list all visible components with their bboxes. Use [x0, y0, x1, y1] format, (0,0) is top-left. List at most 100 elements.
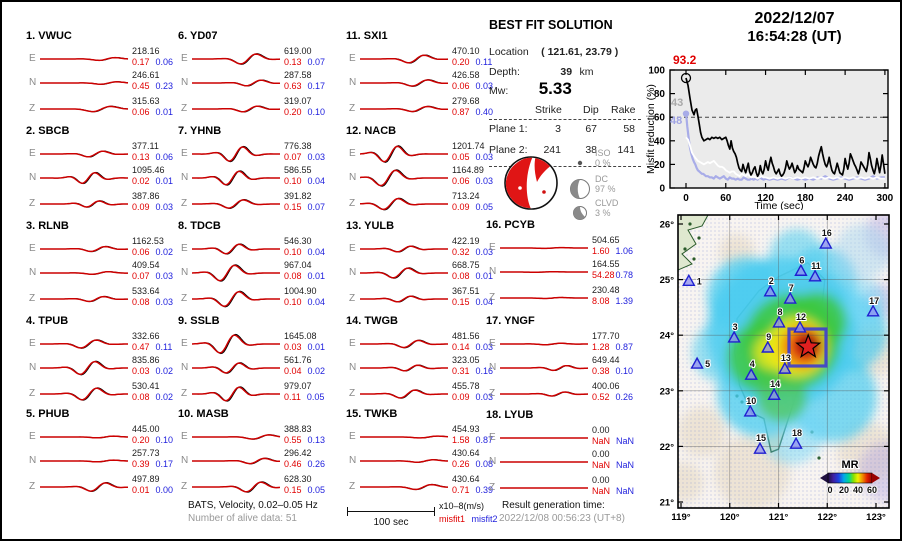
component-row: N 561.76 0.04 0.02	[178, 355, 338, 381]
fit-values: 497.89 0.01 0.00	[132, 474, 194, 496]
component-label: Z	[29, 293, 36, 304]
colorbar-tick: 60	[867, 485, 877, 495]
plane1-dip: 67	[585, 123, 597, 135]
misfit1-value: 0.32	[452, 247, 470, 257]
misfit1-value: 0.10	[284, 176, 302, 186]
fit-values: 1164.89 0.06 0.03	[452, 165, 514, 187]
misfit2-value: 0.03	[475, 152, 494, 162]
fit-values: 561.76 0.04 0.02	[284, 355, 346, 377]
station-header: 9. SSLB	[178, 315, 220, 327]
misfit2-value: 0.11	[155, 342, 173, 352]
lavender-start-marker	[682, 110, 690, 117]
amplitude-value: 1162.53	[132, 236, 164, 246]
misfit1-value: 0.15	[284, 202, 302, 212]
misfit-values: 0.10 0.04	[284, 176, 346, 187]
station-header: 8. TDCB	[178, 220, 221, 232]
waveform-plot	[192, 264, 280, 282]
amplitude-value: 400.06	[592, 381, 620, 391]
fit-values: 530.41 0.08 0.02	[132, 381, 194, 403]
amplitude-value: 668.75	[452, 260, 480, 270]
misfit2-value: 0.04	[307, 297, 326, 307]
component-row: Z 455.78 0.09 0.03	[346, 381, 506, 407]
component-label: N	[181, 267, 189, 278]
waveform-plot	[40, 245, 129, 253]
iso-value: 0 %	[595, 158, 611, 168]
misfit-values: 0.20 0.10	[284, 107, 346, 118]
amplitude-value: 319.07	[284, 96, 312, 106]
misfit1-value: 0.15	[452, 297, 470, 307]
component-row: N 257.73 0.39 0.17	[26, 448, 186, 474]
clvd-icon	[573, 206, 585, 220]
misfit1-value: 0.10	[284, 247, 302, 257]
misfit-values: 0.03 0.02	[132, 366, 194, 377]
colorbar-tick: 40	[853, 485, 863, 495]
component-row: E 776.38 0.07 0.03	[178, 141, 338, 167]
station-header: 13. YULB	[346, 220, 395, 232]
fit-values: 387.86 0.09 0.03	[132, 191, 194, 213]
misfit-xtick: 120	[757, 193, 774, 204]
misfit2-value: 0.02	[155, 247, 174, 257]
map-ytick: 21°	[660, 498, 675, 509]
misfit2-value: 0.17	[307, 81, 326, 91]
misfit-values: 0.01 0.00	[132, 485, 194, 496]
fit-values: 279.68 0.87 0.40	[452, 96, 514, 118]
decomposition-glyphs	[570, 160, 590, 220]
misfit2-value: 0.08	[475, 459, 494, 469]
blue-start-label: 48	[670, 115, 682, 127]
component-row: N 1095.46 0.02 0.01	[26, 165, 186, 191]
result-time-title: Result generation time:	[502, 500, 605, 511]
component-label: E	[349, 148, 356, 159]
station-block-NACB: 12. NACB E 1201.74 0.05 0.03 N 1164.89 0.06 0.03…	[346, 125, 506, 220]
station-header: 2. SBCB	[26, 125, 70, 137]
fit-values: 504.65 1.60 1.06	[592, 235, 654, 257]
plane1-strike: 3	[555, 123, 561, 135]
component-label: Z	[349, 388, 356, 399]
component-row: E 218.16 0.17 0.06	[26, 46, 186, 72]
component-row: Z 387.86 0.09 0.03	[26, 191, 186, 217]
misfit2-value: 0.05	[306, 392, 325, 402]
misfit1-value: 0.13	[284, 57, 302, 67]
waveform-plot	[192, 457, 281, 465]
waveform-plot	[40, 339, 128, 349]
misfit1-value: 0.20	[284, 107, 302, 117]
fit-values: 246.61 0.45 0.23	[132, 70, 194, 92]
waveform-plot	[360, 145, 448, 163]
fit-values: 367.51 0.15 0.04	[452, 286, 514, 308]
misfit-values: 0.13 0.06	[132, 152, 194, 163]
misfit2-value: 0.03	[155, 297, 174, 307]
map-station-triangle-7	[783, 291, 797, 304]
misfit-values: 0.38 0.10	[592, 366, 654, 377]
amplitude-value: 332.66	[132, 331, 160, 341]
misfit2-value: 0.40	[475, 107, 494, 117]
fit-values: 0.00 NaN NaN	[592, 449, 654, 471]
station-block-RLNB: 3. RLNB E 1162.53 0.06 0.02 N 409.54 0.07 0.03 Z 5…	[26, 220, 186, 315]
component-label: Z	[29, 103, 36, 114]
misfit-values: 1.58 0.87	[452, 435, 514, 446]
amplitude-value: 481.56	[452, 331, 480, 341]
component-row: N 164.55 54.280.78	[486, 259, 646, 285]
misfit1-value: NaN	[592, 436, 611, 446]
amplitude-value: 430.64	[452, 448, 480, 458]
map-station-triangle-12	[793, 320, 807, 333]
waveform-plot	[40, 105, 129, 113]
misfit-values: 0.14 0.03	[452, 342, 514, 353]
amplitude-value: 422.19	[452, 236, 480, 246]
amplitude-value: 586.55	[284, 165, 312, 175]
component-label: N	[181, 455, 189, 466]
waveform-plot	[500, 364, 589, 372]
misfit1-value: NaN	[592, 486, 611, 496]
plane2-dip: 38	[585, 144, 597, 156]
peak-marker-icon	[680, 72, 692, 84]
component-label: N	[349, 172, 357, 183]
misfit2-value: 0.03	[155, 202, 174, 212]
amplitude-value: 445.00	[132, 424, 160, 434]
waveform-plot	[360, 169, 448, 187]
fit-values: 1645.08 0.03 0.01	[284, 331, 346, 353]
amplitude-units-label: x10–8(m/s)	[439, 501, 485, 511]
amplitude-value: 391.82	[284, 191, 312, 201]
waveform-plot	[500, 342, 588, 346]
plane-table: Strike Dip Rake Plane 1: 3 67 58 Plane 2…	[489, 104, 641, 167]
map-xtick: 122°	[817, 512, 837, 523]
component-label: Z	[29, 481, 36, 492]
